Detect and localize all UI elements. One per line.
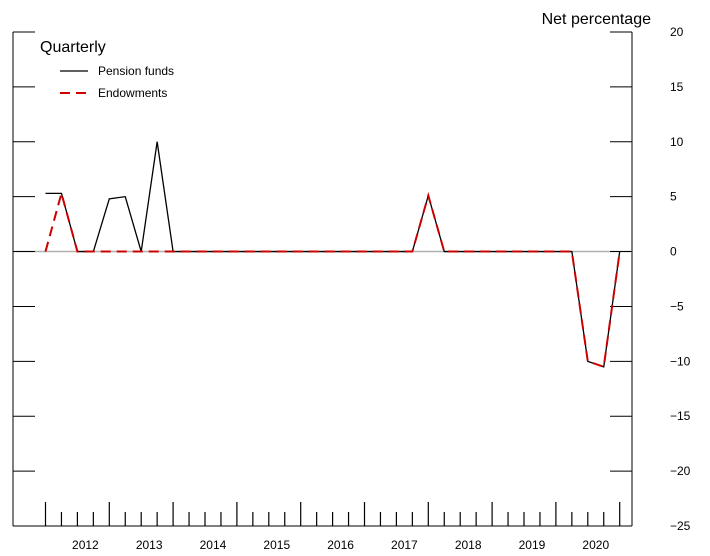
right-y-ticks: 20 15 10 5 0 −5 −10 −15 −20 −25 (610, 25, 691, 533)
ytick-label: 20 (670, 25, 684, 39)
chart-labels: Net percentage Quarterly (40, 11, 651, 56)
ytick-label: 10 (670, 135, 684, 149)
xtick-label: 2012 (72, 538, 99, 552)
x-ticks: 2012 2013 2014 2015 2016 2017 2018 2019 2020 (44, 502, 621, 552)
ytick-label: −25 (670, 519, 691, 533)
left-y-ticks (13, 31, 35, 527)
legend-label: Pension funds (98, 64, 174, 78)
series-line-pension-funds (45, 141, 621, 368)
ytick-label: 5 (670, 190, 677, 204)
ylabel: Net percentage (542, 11, 652, 28)
ytick-label: −5 (670, 299, 684, 313)
legend-label: Endowments (98, 86, 167, 100)
series-lines (44, 141, 621, 369)
xtick-label: 2018 (455, 538, 482, 552)
chart-subtitle: Quarterly (40, 39, 106, 56)
plot-frame (12, 31, 633, 527)
xtick-label: 2016 (327, 538, 354, 552)
xtick-label: 2020 (582, 538, 609, 552)
ytick-label: 0 (670, 245, 677, 259)
xtick-label: 2013 (136, 538, 163, 552)
legend: Pension funds Endowments (60, 64, 174, 100)
ytick-label: 15 (670, 80, 684, 94)
xtick-label: 2014 (200, 538, 227, 552)
xtick-label: 2017 (391, 538, 418, 552)
series-line-endowments (44, 189, 621, 369)
xtick-label: 2015 (263, 538, 290, 552)
xtick-label: 2019 (519, 538, 546, 552)
ytick-label: −20 (670, 464, 691, 478)
ytick-label: −15 (670, 409, 691, 423)
ytick-label: −10 (670, 354, 691, 368)
